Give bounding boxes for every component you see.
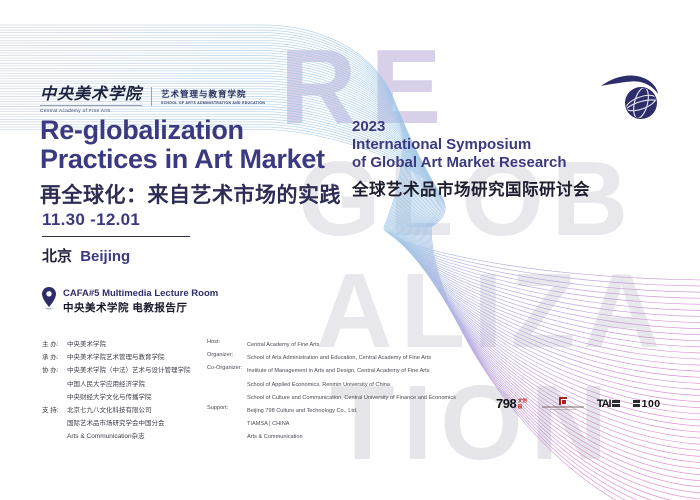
crest-caption-line [549, 409, 576, 411]
red-crest-icon [558, 396, 567, 405]
brand-lockup: 中央美术学院 Central Academy of Fine Arts 艺术管理… [40, 80, 265, 113]
venue-block: CAFA#5 Multimedia Lecture Room 中央美术学院 电教… [42, 287, 218, 315]
logo-798-subtext: 文创园 [517, 398, 527, 409]
logo-798-text: 798 [496, 396, 517, 411]
venue-en: CAFA#5 Multimedia Lecture Room [63, 288, 219, 299]
cafa-logo: 中央美术学院 Central Academy of Fine Arts [40, 80, 143, 113]
brand-divider [151, 86, 153, 106]
title-en-line1: Re-globalization [40, 115, 244, 145]
credit-label: Support: [207, 405, 229, 412]
tai-logo: TAI [596, 397, 621, 410]
credit-lines: Central Academy of Fine Arts [247, 342, 320, 348]
credit-lines: 中央美术学院 [67, 341, 106, 348]
credit-label: Organizer: [207, 352, 234, 359]
partner-logos: 798 文创园 TAI 100 [496, 396, 661, 411]
school-name-en: SCHOOL OF ARTS ADMINISTRATION AND EDUCAT… [161, 101, 266, 105]
school-logo: 艺术管理与教育学院 SCHOOL OF ARTS ADMINISTRATION … [161, 88, 265, 106]
venue-texts: CAFA#5 Multimedia Lecture Room 中央美术学院 电教… [63, 287, 218, 315]
credit-lines: School of Arts Administration and Educat… [247, 355, 432, 362]
city-zh: 北京 [42, 248, 73, 265]
date-block: 11.30 -12.01 北京 Beijing [42, 210, 190, 266]
credit-row: Support: Beijing 798 Culture and Technolo… [207, 405, 477, 445]
credit-label: Co-Organizer: [207, 365, 243, 372]
credits-chinese: 主 办: 中央美术学院承 办: 中央美术学院艺术管理与教育学院协 办: 中央美术学院（… [42, 338, 206, 444]
logo-100-marks [633, 400, 641, 407]
credits-english: Host: Central Academy of Fine Arts Organiz… [207, 339, 477, 445]
event-city: 北京 Beijing [42, 245, 190, 266]
credit-lines: Beijing 798 Culture and Technology Co., … [247, 408, 358, 441]
credit-row: 承 办: 中央美术学院艺术管理与教育学院 [42, 351, 206, 364]
city-en: Beijing [80, 248, 131, 265]
logo-100: 100 [633, 398, 661, 410]
title-zh: 再全球化：来自艺术市场的实践 [40, 184, 341, 207]
symposium-line2: of Global Art Market Research [352, 154, 567, 171]
venue-zh: 中央美术学院 电教报告厅 [63, 302, 188, 314]
credit-lines: 中央美术学院（中法）艺术与设计管理学院 中国人民大学应用经济学院 中央财经大学文化与… [67, 367, 191, 401]
credit-label: 支 持: [42, 407, 59, 415]
symposium-line1: International Symposium [352, 136, 532, 153]
credit-row: Host: Central Academy of Fine Arts [207, 339, 477, 352]
symposium-zh: 全球艺术品市场研究国际研讨会 [352, 181, 590, 199]
credit-label: 主 办: [42, 341, 59, 348]
title-en-line2: Practices in Art Market [40, 144, 325, 174]
red-crest-logo [541, 396, 584, 411]
school-name-zh: 艺术管理与教育学院 [161, 88, 247, 99]
credit-row: 主 办: 中央美术学院 [42, 338, 206, 351]
globe-comet-icon [601, 75, 658, 119]
tai-logo-marks [612, 400, 621, 407]
credit-lines: 北京七九八文化科技有限公司 国际艺术品市场研究学会中国分会 Arts & Commu… [67, 407, 165, 441]
symposium-year: 2023 [352, 118, 386, 135]
location-pin-icon [42, 287, 56, 310]
tai-logo-text: TAI [596, 397, 612, 410]
symposium-title: 2023 International Symposium of Global A… [352, 118, 590, 200]
event-dates: 11.30 -12.01 [42, 210, 190, 237]
credit-label: Host: [207, 339, 221, 345]
credit-label: 承 办: [42, 354, 59, 362]
cafa-logo-en: Central Academy of Fine Arts [40, 105, 143, 113]
credit-lines: 中央美术学院艺术管理与教育学院 [67, 354, 165, 362]
credit-row: Co-Organizer: Institute of Management in … [207, 365, 477, 405]
credit-row: 支 持: 北京七九八文化科技有限公司 国际艺术品市场研究学会中国分会 Arts & C… [42, 404, 206, 444]
credit-row: 协 办: 中央美术学院（中法）艺术与设计管理学院 中国人民大学应用经济学院 中央财经大… [42, 364, 206, 404]
credit-label: 协 办: [42, 367, 59, 375]
logo-100-text: 100 [641, 397, 661, 410]
main-title: Re-globalization Practices in Art Market… [40, 116, 341, 209]
credit-row: Organizer: School of Arts Administration … [207, 352, 477, 365]
crest-caption-line [541, 406, 584, 408]
cafa-logo-zh: 中央美术学院 [40, 84, 143, 103]
logo-798-art-zone: 798 文创园 [496, 396, 529, 411]
credit-lines: Institute of Management in Arts and Desi… [247, 368, 456, 401]
